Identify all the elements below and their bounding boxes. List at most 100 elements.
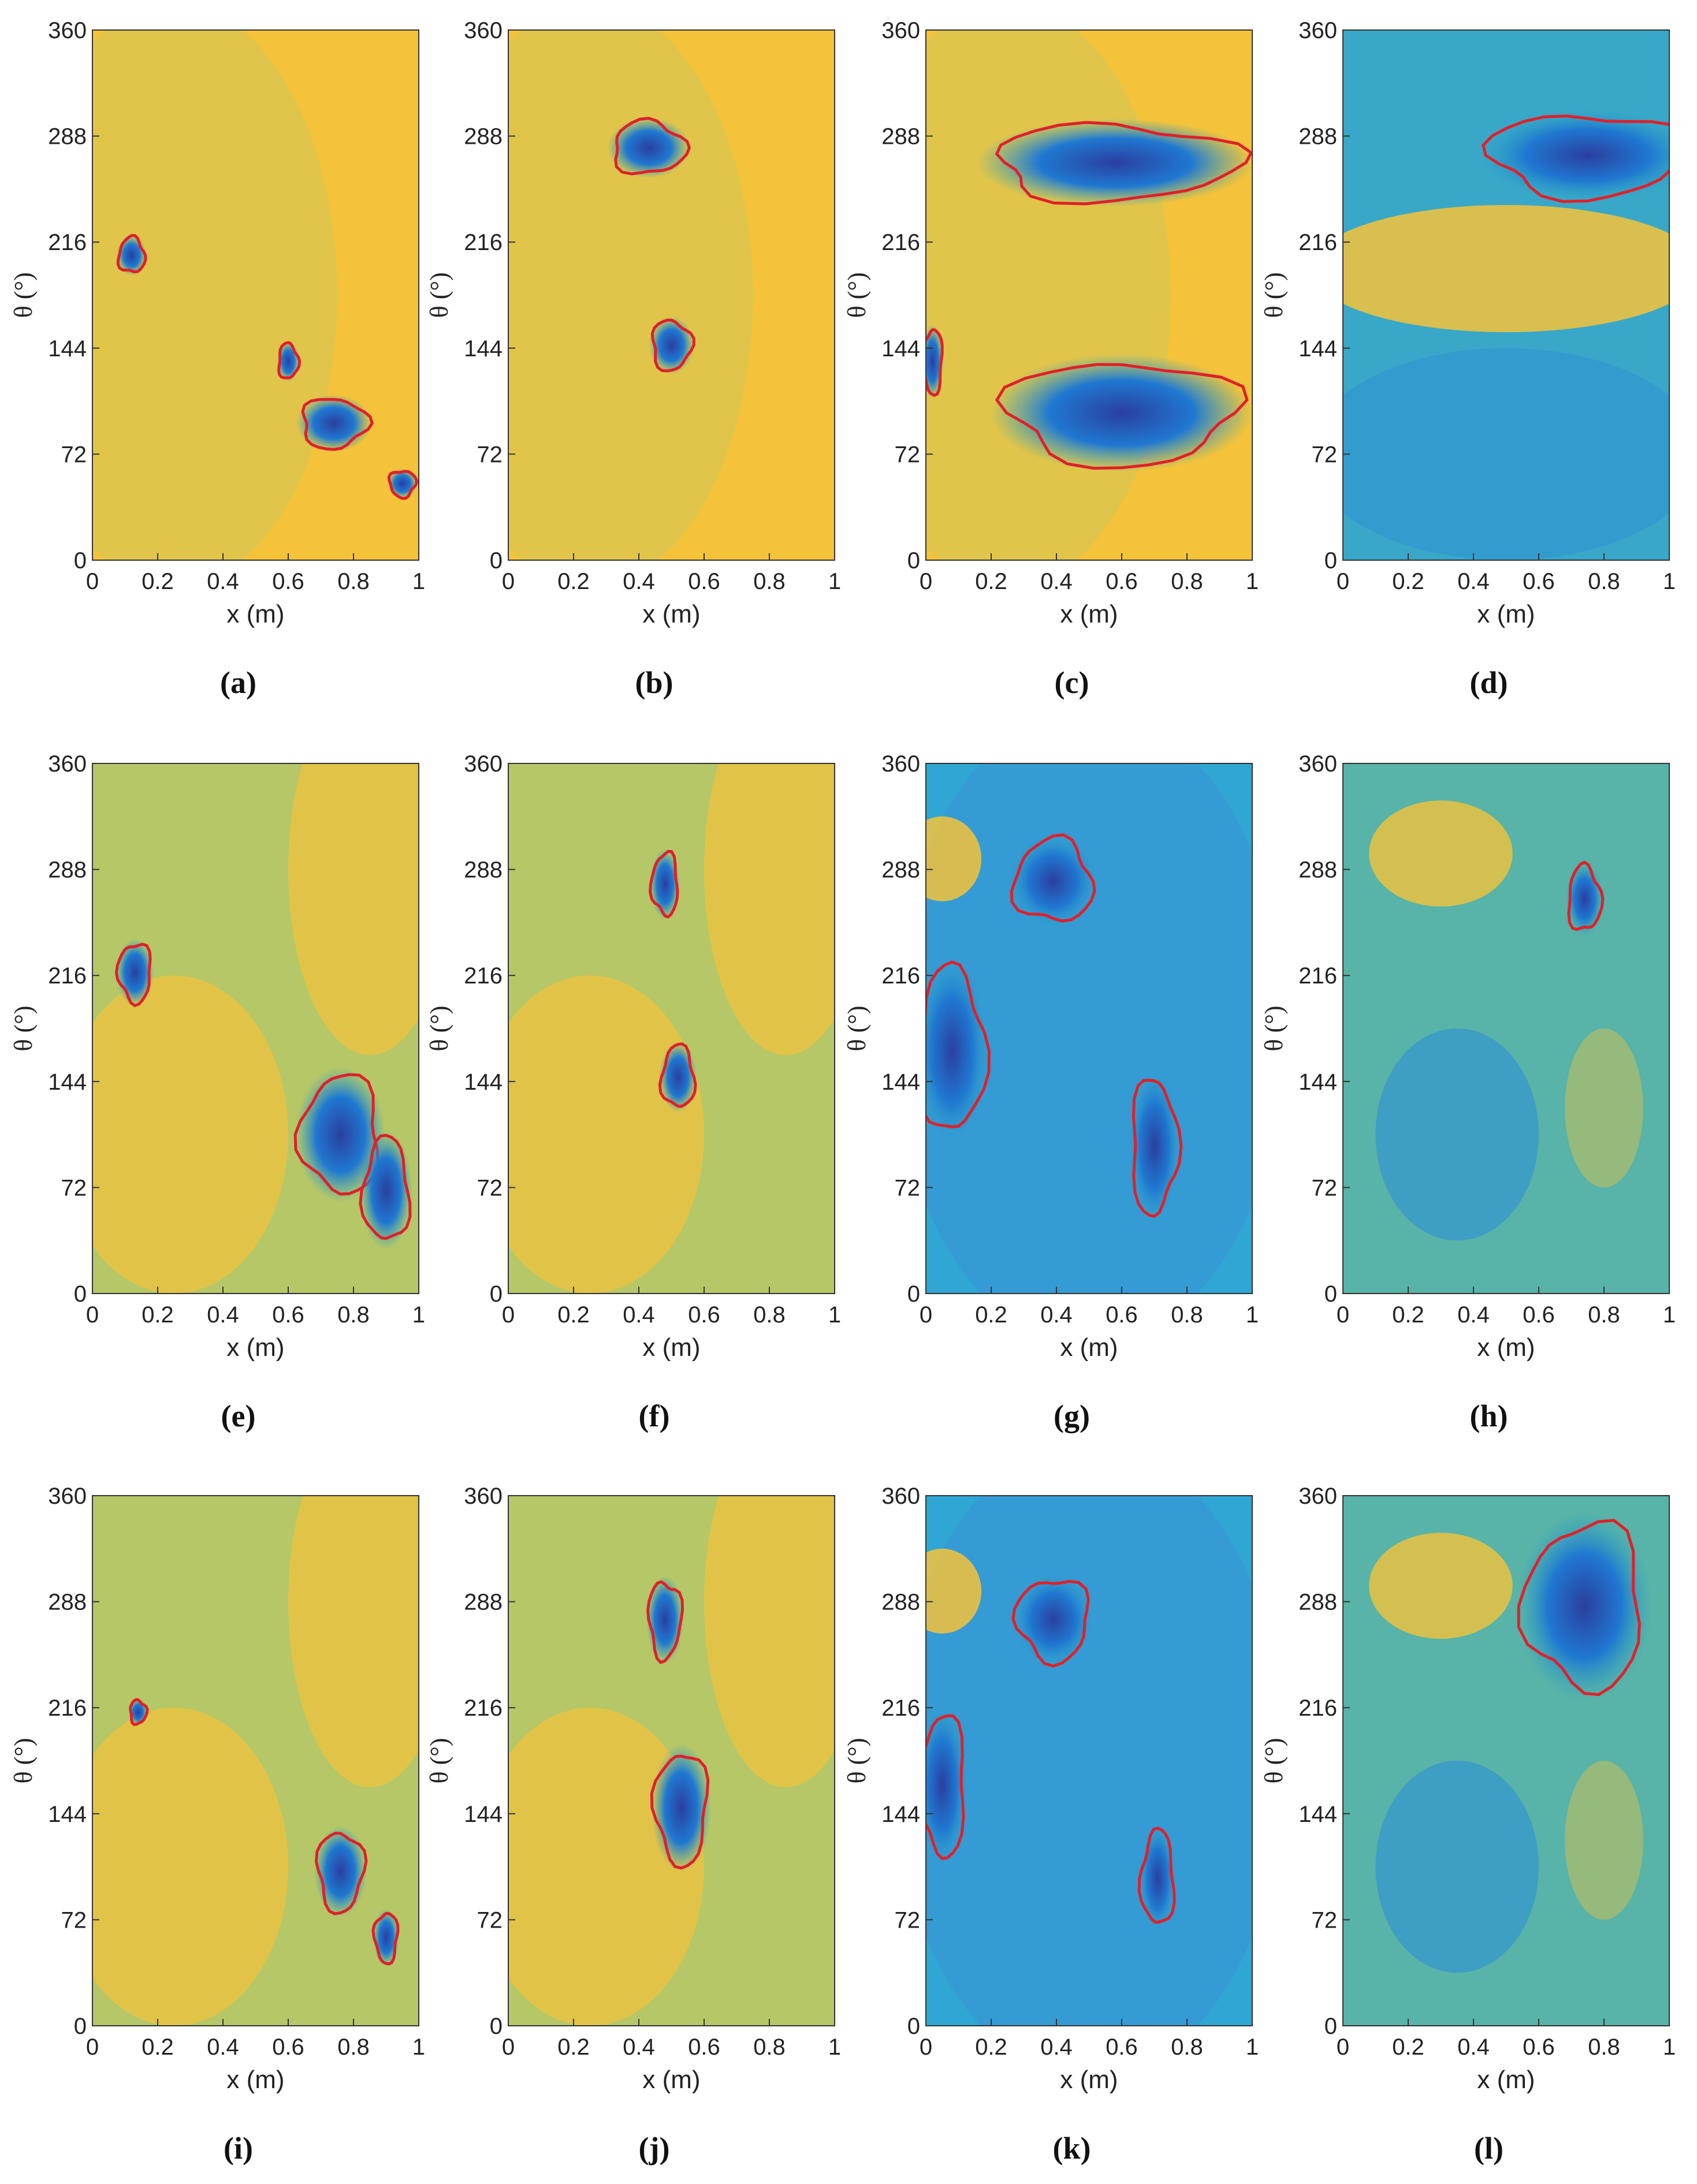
y-tick-label: 72 [477,1907,503,1933]
x-tick-label: 0.4 [1040,2034,1073,2060]
color-wash [92,30,337,560]
defect-contour [926,1714,965,1861]
panel-caption: (a) [220,665,256,700]
color-wash [1565,1761,1643,1920]
x-tick-label: 0.2 [142,569,174,594]
heatmap-background [508,30,835,560]
low-value-region [659,1041,697,1113]
y-tick-label: 288 [48,124,87,150]
y-tick-label: 288 [1298,1590,1337,1615]
y-tick-label: 0 [74,548,87,573]
y-axis-label: θ (°) [9,1738,38,1784]
x-tick-label: 0.2 [557,569,590,594]
y-tick-label: 360 [881,18,920,43]
y-tick-label: 144 [48,1069,87,1095]
panel-caption: (f) [639,1399,670,1433]
low-value-region [1517,1511,1653,1701]
y-axis-label: θ (°) [843,1006,871,1052]
x-tick-label: 1 [1663,569,1676,594]
low-value-region [646,1575,684,1664]
x-axis-label: x (m) [1477,1333,1535,1362]
panel-caption: (b) [635,665,673,700]
color-wash [926,816,982,901]
x-axis-label: x (m) [642,600,700,628]
x-tick-label: 0 [86,569,99,594]
y-tick-label: 72 [895,1175,921,1201]
plot-frame [925,1495,1253,2026]
x-tick-label: 0.8 [1171,569,1203,594]
panel-caption: (l) [1474,2131,1504,2166]
y-tick-label: 144 [1298,336,1337,361]
x-tick-label: 0.6 [688,2034,720,2060]
color-wash [508,30,753,560]
y-tick-label: 216 [881,230,920,255]
x-tick-label: 0.2 [975,1302,1007,1328]
plot-frame [92,1495,419,2026]
y-tick-label: 216 [1298,963,1337,989]
defect-contour [658,1042,697,1108]
panel-caption: (j) [639,2131,670,2166]
panel-c: 0 0.2 0.4 0.6 0.8 1 0 72 144 216 288 360 x (m) θ (°) (… [843,18,1259,700]
y-tick-label: 0 [907,2014,920,2039]
x-tick-label: 0.8 [337,2034,370,2060]
panel-a: 0 0.2 0.4 0.6 0.8 1 0 72 144 216 288 360 x (m) θ (°) (… [9,18,425,700]
low-value-region [1128,1068,1181,1224]
defect-contour [649,849,679,919]
low-value-region [314,1825,367,1917]
x-tick-label: 0.6 [272,2034,304,2060]
y-tick-label: 360 [1298,18,1337,43]
x-tick-label: 0.6 [1106,2034,1138,2060]
x-tick-label: 0.4 [1457,1302,1490,1328]
y-tick-label: 288 [1298,858,1337,883]
y-tick-label: 72 [1312,442,1338,467]
color-wash [1369,1533,1513,1639]
color-wash [288,763,419,1055]
x-tick-label: 0.2 [142,2034,174,2060]
y-axis-label: θ (°) [1260,1006,1288,1052]
x-axis-label: x (m) [1060,600,1118,628]
panel-l: 0 0.2 0.4 0.6 0.8 1 0 72 144 216 288 360 x (m) θ (°) (… [1260,1484,1676,2166]
x-tick-label: 0.2 [1392,1302,1424,1328]
y-tick-label: 72 [477,442,503,467]
y-axis-label: θ (°) [425,273,453,318]
defect-contour [1010,833,1096,923]
y-tick-label: 216 [1298,230,1337,255]
color-wash [92,975,288,1294]
x-tick-label: 1 [1246,569,1259,594]
low-value-region [990,353,1252,472]
defect-contour [650,1754,710,1870]
y-tick-label: 144 [1298,1802,1337,1827]
y-tick-label: 216 [464,230,503,255]
defect-contour [277,341,302,379]
x-tick-label: 0 [86,2034,99,2060]
x-tick-label: 0.2 [1392,2034,1424,2060]
color-wash [704,1496,835,1787]
x-tick-label: 0.8 [1171,1302,1203,1328]
color-wash [288,1496,419,1787]
y-tick-label: 144 [48,1802,87,1827]
y-tick-label: 288 [464,858,503,883]
x-tick-label: 0 [502,2034,515,2060]
x-axis-label: x (m) [1060,1333,1118,1362]
y-tick-label: 0 [907,548,920,573]
plot-frame [508,29,835,561]
y-tick-label: 0 [1324,2014,1337,2039]
y-tick-label: 216 [48,963,87,989]
x-tick-label: 1 [1663,1302,1676,1328]
defect-contour [1137,1827,1176,1924]
x-tick-label: 0.2 [557,1302,590,1328]
y-tick-label: 360 [1298,1484,1337,1509]
x-tick-label: 0 [920,569,932,594]
x-tick-label: 1 [412,569,425,594]
panel-e: 0 0.2 0.4 0.6 0.8 1 0 72 144 216 288 360 x (m) θ (°) (… [9,751,425,1433]
defect-contour [301,398,374,451]
panel-caption: (c) [1055,665,1089,700]
y-axis-label: θ (°) [843,273,871,318]
y-tick-label: 360 [464,1484,503,1509]
y-tick-label: 288 [881,1590,920,1615]
y-axis-label: θ (°) [425,1738,453,1784]
y-tick-label: 216 [464,963,503,989]
defect-contour [129,1698,149,1726]
defect-contour [646,1580,684,1664]
color-wash [92,1708,288,2026]
